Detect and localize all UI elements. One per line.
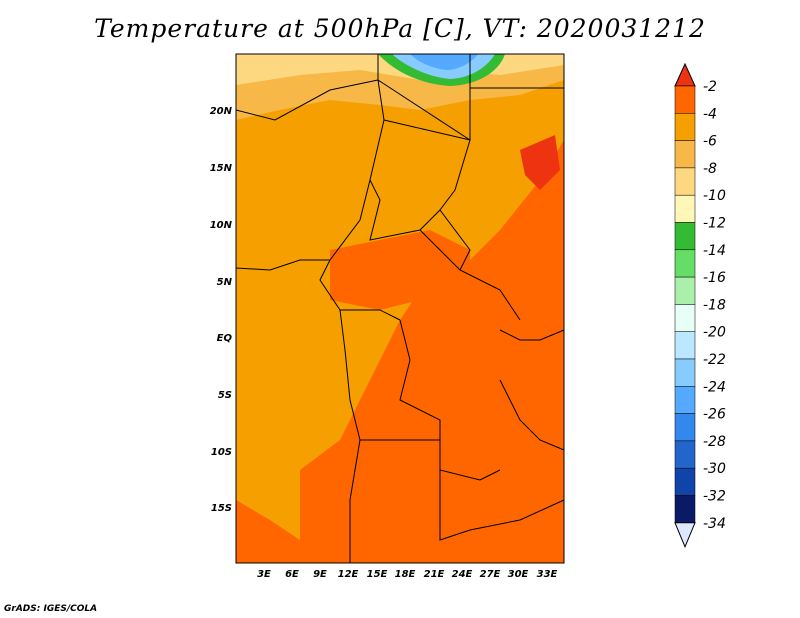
temperature-region-warmest xyxy=(520,135,560,190)
colorbar-swatch xyxy=(674,304,696,332)
lat-tick: 20N xyxy=(210,106,233,117)
lon-tick: 9E xyxy=(313,569,327,580)
colorbar-label: -10 xyxy=(703,188,726,204)
colorbar-swatch xyxy=(674,413,696,442)
colorbar-label: -14 xyxy=(703,243,726,259)
temperature-region-warm-sw xyxy=(236,500,300,563)
lat-tick: 10N xyxy=(210,220,233,231)
colorbar-swatch xyxy=(674,167,696,196)
colorbar-swatch xyxy=(674,495,696,524)
lon-tick: 24E xyxy=(452,569,473,580)
colorbar-top-arrow xyxy=(674,62,696,87)
temperature-region-warm-central xyxy=(330,230,470,310)
map-title: Temperature at 500hPa [C], VT: 202003121… xyxy=(94,14,706,43)
colorbar-bottom-arrow xyxy=(674,522,696,549)
colorbar-swatch xyxy=(674,140,696,169)
colorbar-label: -6 xyxy=(703,134,717,150)
colorbar-label: -22 xyxy=(703,352,726,368)
colorbar-swatch xyxy=(674,249,696,278)
colorbar-label: -20 xyxy=(703,325,726,341)
lat-tick: 15S xyxy=(211,503,232,514)
colorbar-label: -2 xyxy=(703,79,717,95)
cold-anomaly-inner xyxy=(410,54,478,70)
lon-tick: 33E xyxy=(537,569,558,580)
lon-tick: 30E xyxy=(508,569,529,580)
colorbar-swatch xyxy=(674,467,696,496)
colorbar-label: -16 xyxy=(703,270,726,286)
country-borders xyxy=(235,54,565,563)
colorbar: -2 -4 -6 -8 -10 -12 -14 -16 -18 -20 -22 -24 -26 -28 -3… xyxy=(674,62,726,549)
lat-tick: 10S xyxy=(211,447,232,458)
colorbar-swatch xyxy=(674,276,696,305)
lon-tick: 18E xyxy=(395,569,416,580)
lon-tick: 15E xyxy=(367,569,388,580)
lon-tick: 27E xyxy=(480,569,501,580)
temperature-region-warm xyxy=(300,140,564,563)
colorbar-swatch xyxy=(674,222,696,251)
colorbar-label: -12 xyxy=(703,216,726,232)
lat-tick: 5S xyxy=(218,390,232,401)
colorbar-label: -34 xyxy=(703,516,726,532)
colorbar-swatch xyxy=(674,331,696,360)
colorbar-label: -30 xyxy=(703,461,726,477)
lon-tick: 21E xyxy=(424,569,445,580)
credit-text: GrADS: IGES/COLA xyxy=(4,604,98,614)
lon-tick: 12E xyxy=(338,569,359,580)
longitude-axis: 3E 6E 9E 12E 15E 18E 21E 24E 27E 30E 33E xyxy=(257,569,557,580)
latitude-axis: 20N 15N 10N 5N EQ 5S 10S 15S xyxy=(210,106,233,514)
lon-tick: 6E xyxy=(285,569,299,580)
colorbar-label: -8 xyxy=(703,161,717,177)
colorbar-label: -26 xyxy=(703,407,726,423)
colorbar-swatch xyxy=(674,386,696,414)
colorbar-swatch xyxy=(674,113,696,141)
map-plot-area xyxy=(235,53,565,564)
colorbar-swatch xyxy=(674,194,696,223)
colorbar-label: -32 xyxy=(703,489,726,505)
colorbar-label: -4 xyxy=(703,106,717,122)
colorbar-label: -28 xyxy=(703,434,726,450)
lat-tick: 5N xyxy=(217,277,233,288)
lon-tick: 3E xyxy=(257,569,271,580)
colorbar-label: -18 xyxy=(703,297,726,313)
lat-tick: 15N xyxy=(210,163,233,174)
colorbar-swatch xyxy=(674,358,696,387)
colorbar-swatch xyxy=(674,85,696,114)
lat-tick: EQ xyxy=(217,333,233,344)
colorbar-swatch xyxy=(674,440,696,469)
colorbar-label: -24 xyxy=(703,379,726,395)
